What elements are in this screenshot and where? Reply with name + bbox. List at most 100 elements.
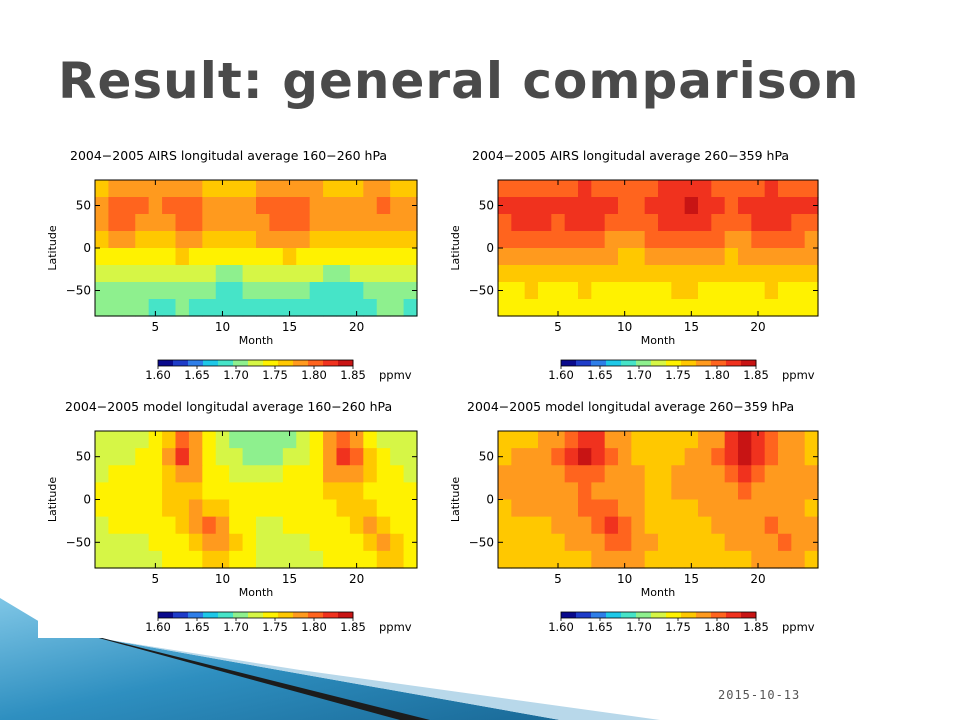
heatmap-cell — [738, 499, 752, 518]
heatmap-cell — [578, 231, 592, 249]
heatmap-cell — [524, 299, 539, 317]
heatmap-cell — [349, 482, 364, 501]
colorbar-swatch — [263, 612, 279, 618]
heatmap-cell — [282, 282, 297, 300]
heatmap-cell — [578, 448, 592, 466]
heatmap-cell — [751, 248, 766, 266]
heatmap-cell — [698, 499, 712, 518]
heatmap-cell — [148, 180, 163, 198]
heatmap-cell — [403, 533, 418, 552]
heatmap-cell — [202, 516, 217, 535]
heatmap-cell — [604, 499, 619, 518]
heatmap-cell — [604, 265, 619, 283]
heatmap-cell — [578, 499, 592, 518]
heatmap-cell — [215, 299, 230, 317]
heatmap-cell — [631, 533, 646, 552]
colorbar-tick-label: 1.60 — [145, 620, 171, 634]
y-tick-label: 0 — [486, 241, 494, 255]
heatmap-cell — [121, 248, 136, 266]
x-axis-label: Month — [239, 334, 274, 347]
heatmap-cell — [336, 465, 351, 483]
heatmap-cell — [175, 197, 190, 215]
heatmap-cell — [711, 431, 726, 449]
heatmap-cell — [148, 265, 163, 283]
x-tick-label: 20 — [750, 320, 765, 334]
heatmap-cell — [738, 180, 752, 198]
heatmap-cell — [644, 299, 659, 317]
heatmap-cell — [778, 448, 792, 466]
heatmap-cell — [738, 248, 752, 266]
heatmap-cell — [229, 550, 244, 569]
heatmap-cell — [511, 431, 526, 449]
heatmap-cell — [738, 265, 752, 283]
heatmap-cell — [309, 180, 324, 198]
heatmap-cell — [256, 465, 271, 483]
heatmap-cell — [684, 550, 699, 569]
slide-title: Result: general comparison — [58, 52, 860, 110]
heatmap-cell — [121, 265, 136, 283]
heatmap-cell — [108, 516, 123, 535]
colorbar-unit-label: ppmv — [379, 620, 412, 634]
heatmap-cell — [698, 465, 712, 483]
heatmap-cell — [108, 231, 123, 249]
heatmap-cell — [791, 533, 806, 552]
heatmap-cell — [551, 550, 566, 569]
y-axis-label: Latitude — [46, 477, 59, 523]
heatmap-cell — [135, 265, 150, 283]
colorbar-tick-label: 1.85 — [743, 368, 769, 382]
heatmap-cell — [604, 431, 619, 449]
x-tick-label: 5 — [554, 572, 562, 586]
heatmap-cell — [148, 465, 163, 483]
chart-title: 2004−2005 AIRS longitudal average 160−26… — [70, 148, 387, 163]
colorbar-tick-label: 1.75 — [665, 620, 691, 634]
heatmap-cell — [671, 299, 686, 317]
heatmap-cell — [95, 299, 110, 317]
heatmap-cell — [242, 550, 257, 569]
heatmap-cell — [148, 482, 163, 501]
heatmap-cell — [498, 265, 512, 283]
heatmap-cell — [498, 465, 512, 483]
heatmap-cell — [390, 299, 405, 317]
heatmap-cell — [671, 231, 686, 249]
x-tick-label: 10 — [617, 572, 632, 586]
heatmap-cell — [644, 231, 659, 249]
heatmap-cell — [751, 231, 766, 249]
heatmap-cell — [202, 482, 217, 501]
heatmap-cell — [95, 516, 110, 535]
colorbar-tick-label: 1.70 — [626, 368, 652, 382]
heatmap-cell — [363, 516, 378, 535]
heatmap-cell — [336, 265, 351, 283]
heatmap-cell — [698, 482, 712, 501]
heatmap-cell — [551, 299, 566, 317]
heatmap-cell — [95, 265, 110, 283]
heatmap-cell — [121, 533, 136, 552]
heatmap-cell — [538, 197, 552, 215]
colorbar-swatch — [218, 360, 234, 366]
heatmap-cell — [751, 550, 766, 569]
heatmap-cell — [269, 431, 284, 449]
heatmap-cell — [269, 550, 284, 569]
heatmap-cell — [215, 231, 230, 249]
heatmap-cell — [724, 265, 739, 283]
heatmap-cell — [256, 431, 271, 449]
heatmap-cell — [524, 499, 539, 518]
heatmap-cell — [511, 448, 526, 466]
heatmap-cell — [202, 265, 217, 283]
colorbar-swatch — [726, 612, 742, 618]
heatmap-cell — [618, 180, 632, 198]
heatmap-cell — [390, 265, 405, 283]
colorbar-swatch — [711, 612, 727, 618]
heatmap-cell — [498, 299, 512, 317]
heatmap-cell — [711, 180, 726, 198]
heatmap-cell — [564, 550, 579, 569]
heatmap-cell — [215, 197, 230, 215]
heatmap-cell — [764, 516, 779, 535]
heatmap-cell — [95, 431, 110, 449]
heatmap-cell — [738, 282, 752, 300]
heatmap-cell — [791, 197, 806, 215]
heatmap-cell — [711, 448, 726, 466]
heatmap-cell — [538, 448, 552, 466]
heatmap-cell — [764, 231, 779, 249]
heatmap-cell — [578, 248, 592, 266]
heatmap-cell — [323, 550, 338, 569]
